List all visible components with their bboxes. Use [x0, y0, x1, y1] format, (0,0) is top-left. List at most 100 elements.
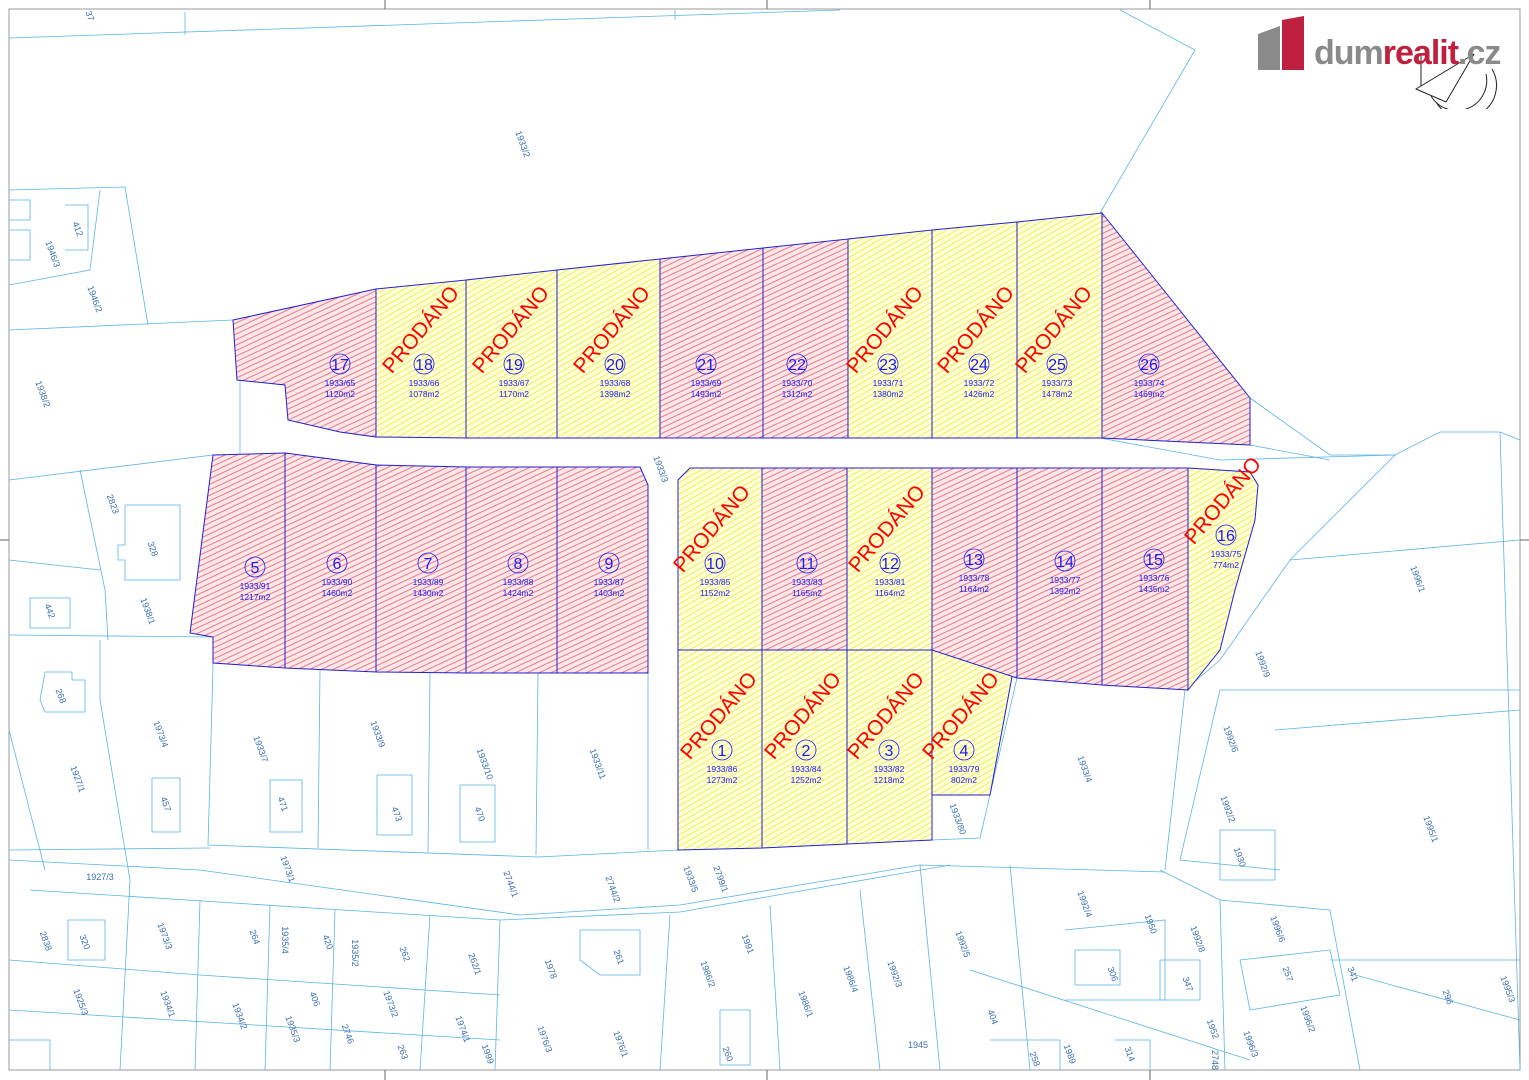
- plot-parcel-id: 1933/79: [949, 764, 980, 774]
- plot-area: 774m2: [1213, 560, 1239, 570]
- plot-number-circle: [329, 353, 351, 375]
- cadastre-label: 471: [276, 795, 291, 813]
- plot-area: 1460m2: [322, 588, 353, 598]
- parcel-boundary: [376, 774, 413, 836]
- parcel-boundary: [969, 969, 1251, 1061]
- parcel-boundary: [1099, 9, 1196, 214]
- parcel-boundary: [1219, 899, 1361, 1071]
- cadastre-label: 1933/4: [1075, 754, 1094, 783]
- logo-wordmark: dumrealit.cz: [1314, 34, 1501, 72]
- plot-number-circle: [711, 739, 733, 761]
- plot-area: 1165m2: [792, 588, 822, 598]
- parcel-boundary: [1274, 709, 1521, 731]
- plot-area: 1170m2: [499, 389, 529, 399]
- parcel-boundary: [264, 904, 271, 1071]
- cadastre-label: 1933/10: [475, 747, 496, 781]
- cadastre-label: 1973/2: [381, 989, 400, 1018]
- plot-shape[interactable]: [1187, 467, 1259, 692]
- cadastre-label: 1974/1: [453, 1014, 472, 1043]
- cadastre-label: 442: [43, 602, 58, 620]
- plot-number: 14: [1056, 554, 1074, 571]
- cadastre-label: 268: [54, 687, 69, 705]
- plot-shape[interactable]: [762, 238, 849, 439]
- plot-number: 18: [415, 357, 433, 374]
- cadastre-label: 2746: [340, 1023, 356, 1045]
- cadastre-label: 1933/80: [948, 802, 969, 836]
- cadastre-label: 1996/3: [1241, 1029, 1260, 1058]
- cadastre-label: 1992/3: [885, 959, 904, 988]
- plot-shape[interactable]: [556, 466, 649, 674]
- parcel-boundary: [990, 1039, 1061, 1070]
- plot-shape[interactable]: [659, 247, 764, 439]
- plot-parcel-id: 1933/87: [594, 577, 625, 587]
- plot-number: 26: [1140, 357, 1158, 374]
- cadastre-label: 262/1: [466, 952, 483, 977]
- plot-shape[interactable]: [232, 288, 377, 438]
- plot-shape[interactable]: [465, 466, 558, 674]
- cadastre-label: 1995/3: [1498, 974, 1517, 1003]
- parcel-boundary: [8, 189, 101, 286]
- plot-area: 1217m2: [240, 592, 271, 602]
- cadastre-label: 341: [1346, 965, 1361, 983]
- cadastre-label: 406: [308, 990, 323, 1008]
- parcel-boundary: [8, 9, 841, 39]
- plot-number-circle: [598, 552, 620, 574]
- plot-parcel-id: 1933/66: [409, 378, 440, 388]
- cadastre-label: 1933/7: [251, 734, 270, 763]
- plot-shape[interactable]: [284, 452, 377, 673]
- parcel-boundary: [8, 729, 46, 871]
- plot-shape[interactable]: [1101, 211, 1251, 446]
- plot-parcel-id: 1933/70: [782, 378, 813, 388]
- plot-parcel-id: 1933/69: [691, 378, 722, 388]
- plot-shape[interactable]: [375, 464, 467, 674]
- parcel-boundary: [659, 914, 671, 1071]
- plot-number-circle: [503, 353, 525, 375]
- plot-parcel-id: 1933/90: [322, 577, 353, 587]
- parcel-boundary: [1239, 949, 1341, 1011]
- plot-area: 1403m2: [594, 588, 625, 598]
- plot-parcel-id: 1933/74: [1134, 378, 1165, 388]
- plot-number-circle: [507, 552, 529, 574]
- parcel-boundary: [329, 909, 336, 1071]
- plot-number: 3: [885, 743, 894, 760]
- plot-parcel-id: 1933/72: [964, 378, 995, 388]
- cadastre-label: 1946/2: [85, 284, 104, 313]
- cadastre-label: 347: [1181, 975, 1196, 993]
- cadastre-label: 1925/3: [71, 987, 90, 1016]
- plot-area: 1493m2: [691, 389, 722, 399]
- cadastre-label: 261: [612, 948, 627, 966]
- plot-number: 11: [799, 556, 816, 573]
- plot-shape[interactable]: [189, 452, 286, 669]
- plot-area: 1430m2: [413, 588, 444, 598]
- parcel-boundary: [65, 204, 89, 251]
- parcel-boundary: [1219, 829, 1276, 881]
- cadastre-label: 1986/1: [796, 989, 815, 1018]
- cadastre-label: 314: [1123, 1045, 1138, 1063]
